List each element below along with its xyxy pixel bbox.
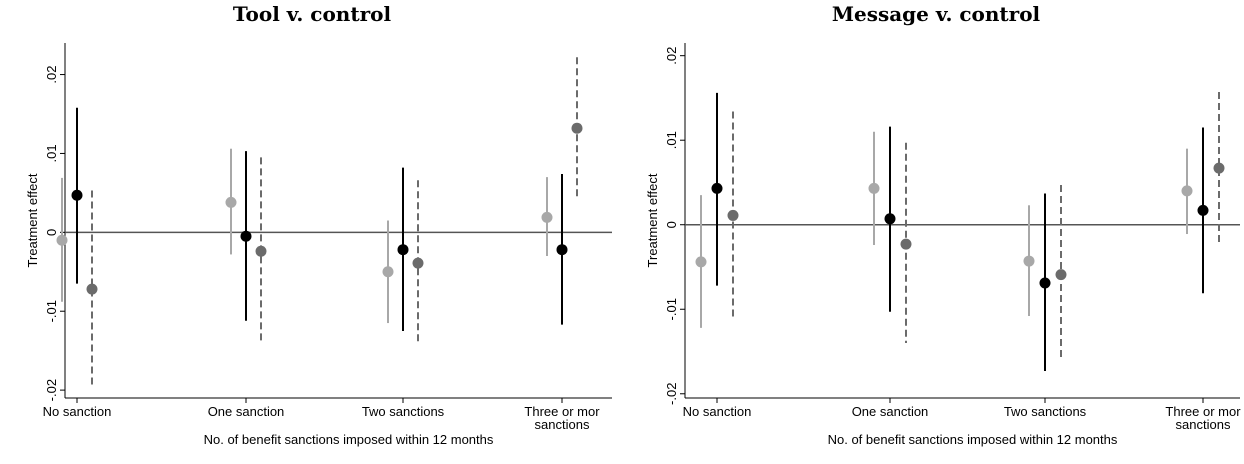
x-tick-label: Two sanctions [1004, 404, 1087, 419]
point-estimate [1181, 185, 1193, 197]
x-tick-label: One sanction [852, 404, 929, 419]
y-tick-label: .01 [44, 144, 59, 162]
x-tick-label: Two sanctions [362, 404, 445, 419]
y-axis-title: Treatment effect [645, 173, 660, 267]
y-tick-label: -.02 [44, 379, 59, 401]
point-estimate [225, 196, 237, 208]
y-tick-label: 0 [44, 229, 59, 236]
point-estimate [571, 122, 583, 134]
x-axis-title: No. of benefit sanctions imposed within … [204, 432, 494, 447]
point-estimate [1039, 277, 1051, 289]
point-estimate [240, 230, 252, 242]
chart-message-v-control: .02 .01 0 -.01 -.02 Treatment effect No sancti… [645, 43, 1241, 447]
x-tick-label: No sanction [683, 404, 752, 419]
y-tick-label: -.01 [44, 300, 59, 322]
point-estimate [412, 257, 424, 269]
point-estimate [711, 182, 723, 194]
chart-tool-v-control: .02 .01 0 -.01 -.02 Treatment effect No sancti… [25, 43, 612, 447]
point-estimate [255, 245, 267, 257]
point-estimate [56, 234, 68, 246]
point-estimate [884, 213, 896, 225]
x-tick-label: sanctions [1176, 417, 1231, 432]
point-estimate [727, 209, 739, 221]
y-tick-label: .02 [664, 47, 679, 65]
y-tick-label: -.02 [664, 383, 679, 405]
point-estimate [86, 283, 98, 295]
point-estimate [1197, 204, 1209, 216]
point-estimate [1023, 255, 1035, 267]
x-tick-label: Three or mor [524, 404, 600, 419]
point-estimate [695, 256, 707, 268]
point-estimate [1213, 162, 1225, 174]
y-axis-title: Treatment effect [25, 173, 40, 267]
y-tick-label: -.01 [664, 298, 679, 320]
point-estimate [382, 266, 394, 278]
y-tick-label: 0 [664, 221, 679, 228]
point-estimate [71, 189, 83, 201]
y-tick-label: .01 [664, 131, 679, 149]
x-tick-label: sanctions [535, 417, 590, 432]
x-tick-label: One sanction [208, 404, 285, 419]
point-estimate [1055, 269, 1067, 281]
point-estimate [541, 211, 553, 223]
chart-title-tool: Tool v. control [232, 2, 392, 26]
x-axis-title: No. of benefit sanctions imposed within … [828, 432, 1118, 447]
point-estimate [900, 238, 912, 250]
point-estimate [868, 182, 880, 194]
point-estimate [556, 244, 568, 256]
chart-title-message: Message v. control [831, 2, 1041, 26]
point-estimate [397, 244, 409, 256]
x-tick-label: Three or mor [1165, 404, 1241, 419]
x-tick-label: No sanction [43, 404, 112, 419]
y-tick-label: .02 [44, 66, 59, 84]
